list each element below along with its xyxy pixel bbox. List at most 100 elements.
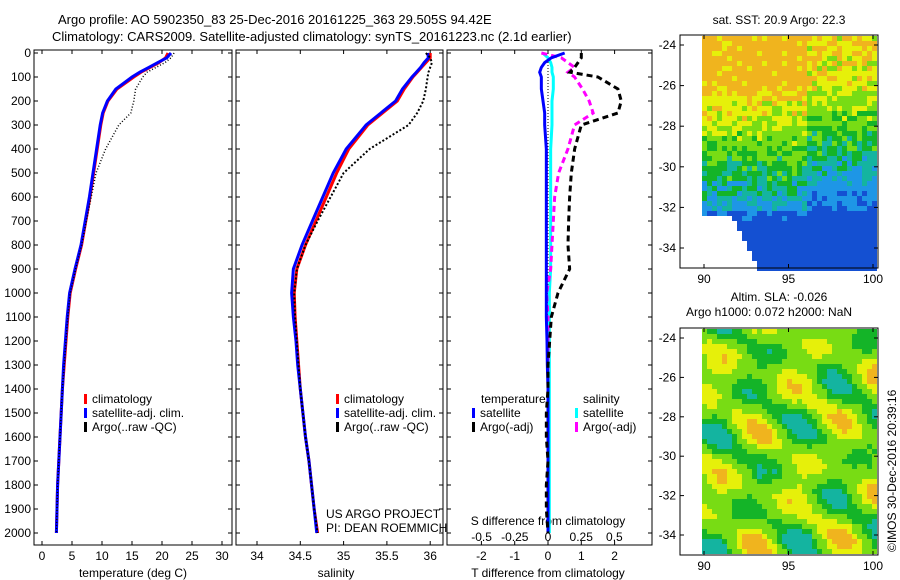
map-cell — [762, 334, 767, 339]
map-cell — [852, 469, 857, 474]
map-cell — [747, 206, 752, 211]
map-cell — [757, 176, 762, 181]
map-cell — [872, 186, 877, 191]
map-cell — [832, 41, 837, 46]
map-cell — [777, 494, 782, 499]
map-cell — [852, 36, 857, 41]
map-cell — [752, 186, 757, 191]
map-cell — [807, 261, 812, 266]
map-cell — [767, 339, 772, 344]
map-cell — [797, 424, 802, 429]
map-cell — [707, 464, 712, 469]
map-cell — [852, 459, 857, 464]
map-cell — [777, 544, 782, 549]
map-cell — [837, 231, 842, 236]
map-cell — [842, 349, 847, 354]
map-cell — [847, 76, 852, 81]
map-cell — [757, 136, 762, 141]
map-cell — [742, 349, 747, 354]
map-cell — [707, 434, 712, 439]
map-cell — [852, 534, 857, 539]
map-cell — [802, 529, 807, 534]
map-cell — [747, 519, 752, 524]
map-cell — [827, 66, 832, 71]
map-cell — [752, 131, 757, 136]
map-cell — [717, 474, 722, 479]
map-cell — [797, 469, 802, 474]
map-cell — [712, 379, 717, 384]
map-cell — [852, 196, 857, 201]
map-cell — [702, 161, 707, 166]
map-cell — [737, 364, 742, 369]
map-cell — [857, 524, 862, 529]
map-cell — [807, 549, 812, 554]
map-cell — [757, 46, 762, 51]
map-cell — [787, 251, 792, 256]
map-cell — [857, 106, 862, 111]
map-cell — [862, 171, 867, 176]
map-cell — [797, 111, 802, 116]
map-cell — [757, 369, 762, 374]
map-cell — [732, 216, 737, 221]
map-cell — [737, 534, 742, 539]
map-cell — [872, 101, 877, 106]
map-cell — [762, 176, 767, 181]
y-tick-label: 1800 — [4, 478, 31, 492]
map-cell — [762, 474, 767, 479]
map-cell — [797, 549, 802, 554]
map-cell — [752, 231, 757, 236]
map-cell — [842, 131, 847, 136]
map-cell — [842, 116, 847, 121]
map-cell — [807, 61, 812, 66]
map-cell — [807, 46, 812, 51]
map-cell — [707, 474, 712, 479]
map-cell — [872, 479, 877, 484]
x-axis-label: salinity — [318, 566, 355, 580]
map-cell — [807, 339, 812, 344]
map-cell — [857, 231, 862, 236]
map-cell — [807, 389, 812, 394]
map-cell — [777, 36, 782, 41]
map-cell — [787, 191, 792, 196]
map-cell — [777, 71, 782, 76]
map-cell — [787, 339, 792, 344]
map-cell — [702, 524, 707, 529]
map-cell — [762, 384, 767, 389]
y-tick-label: 1300 — [4, 358, 31, 372]
map-cell — [822, 201, 827, 206]
map-cell — [777, 106, 782, 111]
map-cell — [747, 216, 752, 221]
map-cell — [702, 51, 707, 56]
map-cell — [872, 359, 877, 364]
map-cell — [867, 494, 872, 499]
map-cell — [837, 151, 842, 156]
map-cell — [772, 474, 777, 479]
project-line-1: US ARGO PROJECT — [326, 507, 441, 521]
map-cell — [737, 106, 742, 111]
map-cell — [757, 256, 762, 261]
map-cell — [812, 419, 817, 424]
map-cell — [802, 514, 807, 519]
map-cell — [842, 126, 847, 131]
map-cell — [767, 539, 772, 544]
map-cell — [717, 41, 722, 46]
map-cell — [817, 384, 822, 389]
map-cell — [737, 384, 742, 389]
map-cell — [852, 414, 857, 419]
map-cell — [842, 504, 847, 509]
map-cell — [837, 126, 842, 131]
map-cell — [822, 71, 827, 76]
map-cell — [747, 211, 752, 216]
y-tick-label: -24 — [659, 331, 677, 345]
map-cell — [702, 454, 707, 459]
map-cell — [732, 41, 737, 46]
map-cell — [807, 509, 812, 514]
map-cell — [767, 46, 772, 51]
map-cell — [767, 71, 772, 76]
map-cell — [867, 399, 872, 404]
map-cell — [852, 389, 857, 394]
map-cell — [797, 71, 802, 76]
map-cell — [737, 369, 742, 374]
map-cell — [807, 424, 812, 429]
map-cell — [787, 71, 792, 76]
